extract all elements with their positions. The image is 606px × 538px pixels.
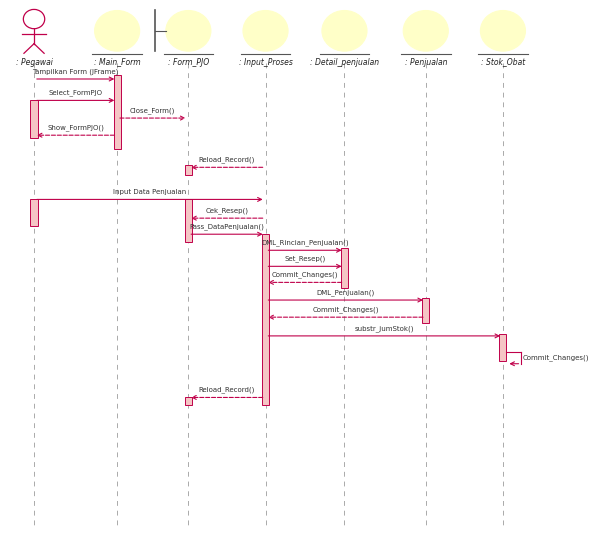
- Text: Cek_Resep(): Cek_Resep(): [205, 207, 248, 214]
- Text: Input Data Penjualan: Input Data Penjualan: [113, 189, 187, 195]
- Text: Reload_Record(): Reload_Record(): [199, 386, 255, 393]
- Bar: [30, 101, 38, 138]
- Bar: [30, 200, 38, 226]
- Text: : Main_Form: : Main_Form: [94, 58, 141, 67]
- Text: Set_Resep(): Set_Resep(): [284, 256, 325, 262]
- Circle shape: [403, 10, 448, 51]
- Bar: [185, 398, 192, 406]
- Circle shape: [95, 10, 140, 51]
- Bar: [422, 299, 429, 322]
- Text: Commit_Changes(): Commit_Changes(): [523, 355, 590, 362]
- Bar: [185, 200, 192, 242]
- Text: : Input_Proses: : Input_Proses: [239, 58, 293, 67]
- Text: Commit_Changes(): Commit_Changes(): [313, 306, 379, 313]
- Text: Select_FormPJO: Select_FormPJO: [48, 89, 102, 96]
- Text: : Form_PJO: : Form_PJO: [168, 58, 209, 67]
- Circle shape: [481, 10, 525, 51]
- Text: : Stok_Obat: : Stok_Obat: [481, 58, 525, 67]
- Bar: [262, 234, 269, 406]
- Text: : Penjualan: : Penjualan: [405, 58, 447, 67]
- Bar: [113, 75, 121, 148]
- Bar: [499, 334, 507, 361]
- Text: : Detail_penjualan: : Detail_penjualan: [310, 58, 379, 67]
- Circle shape: [243, 10, 288, 51]
- Circle shape: [166, 10, 211, 51]
- Text: Pass_DataPenjualan(): Pass_DataPenjualan(): [190, 223, 264, 230]
- Circle shape: [322, 10, 367, 51]
- Text: Show_FormPJO(): Show_FormPJO(): [47, 124, 104, 131]
- Text: Close_Form(): Close_Form(): [130, 107, 175, 114]
- Text: Tampilkan Form (JFrame): Tampilkan Form (JFrame): [32, 68, 119, 75]
- Text: DML_Penjualan(): DML_Penjualan(): [316, 289, 375, 296]
- Text: DML_Rincian_Penjualan(): DML_Rincian_Penjualan(): [261, 239, 349, 246]
- Text: : Pegawai: : Pegawai: [16, 58, 53, 67]
- Text: Reload_Record(): Reload_Record(): [199, 156, 255, 163]
- Text: Commit_Changes(): Commit_Changes(): [271, 271, 338, 278]
- Text: substr_jumStok(): substr_jumStok(): [355, 325, 414, 331]
- Bar: [185, 165, 192, 175]
- Bar: [341, 247, 348, 288]
